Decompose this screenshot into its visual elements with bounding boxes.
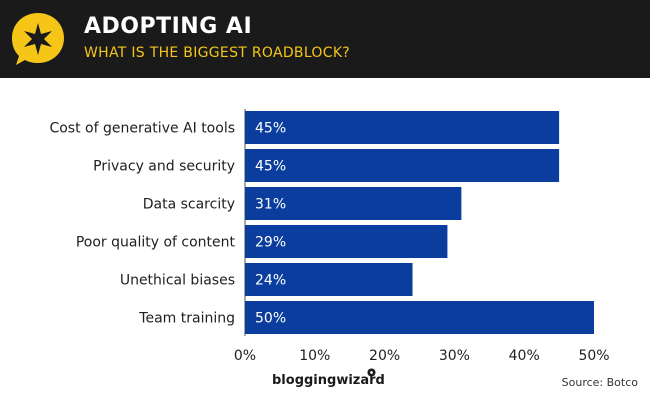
x-tick-label: 20% xyxy=(369,348,400,364)
x-tick-label: 30% xyxy=(439,348,470,364)
bar xyxy=(245,111,560,144)
bar xyxy=(245,263,413,296)
brand-logo: bloggingwizard xyxy=(272,373,385,388)
page-title: ADOPTING AI xyxy=(84,14,253,39)
value-label: 50% xyxy=(255,311,286,327)
category-label: Data scarcity xyxy=(143,197,235,213)
source-note: Source: Botco xyxy=(561,376,638,389)
x-tick-label: 50% xyxy=(578,348,609,364)
bar-chart: Cost of generative AI tools 45% Privacy an… xyxy=(49,109,610,364)
value-label: 45% xyxy=(255,159,286,175)
bar xyxy=(245,149,560,182)
x-tick-label: 10% xyxy=(299,348,330,364)
category-label: Privacy and security xyxy=(93,159,235,175)
header-banner: ADOPTING AI WHAT IS THE BIGGEST ROADBLOC… xyxy=(0,0,650,78)
value-label: 29% xyxy=(255,235,286,251)
bar xyxy=(245,225,448,258)
brand-logo-mark-icon xyxy=(367,368,376,377)
value-label: 45% xyxy=(255,121,286,137)
category-label: Unethical biases xyxy=(120,273,235,289)
value-label: 24% xyxy=(255,273,286,289)
x-tick-label: 40% xyxy=(509,348,540,364)
value-label: 31% xyxy=(255,197,286,213)
x-tick-label: 0% xyxy=(234,348,256,364)
page-subtitle: WHAT IS THE BIGGEST ROADBLOCK? xyxy=(84,45,351,61)
category-label: Team training xyxy=(138,311,235,327)
category-label: Poor quality of content xyxy=(76,235,236,251)
category-label: Cost of generative AI tools xyxy=(49,121,235,137)
bar xyxy=(245,301,594,334)
bar xyxy=(245,187,462,220)
star-speech-bubble-icon xyxy=(12,13,64,65)
